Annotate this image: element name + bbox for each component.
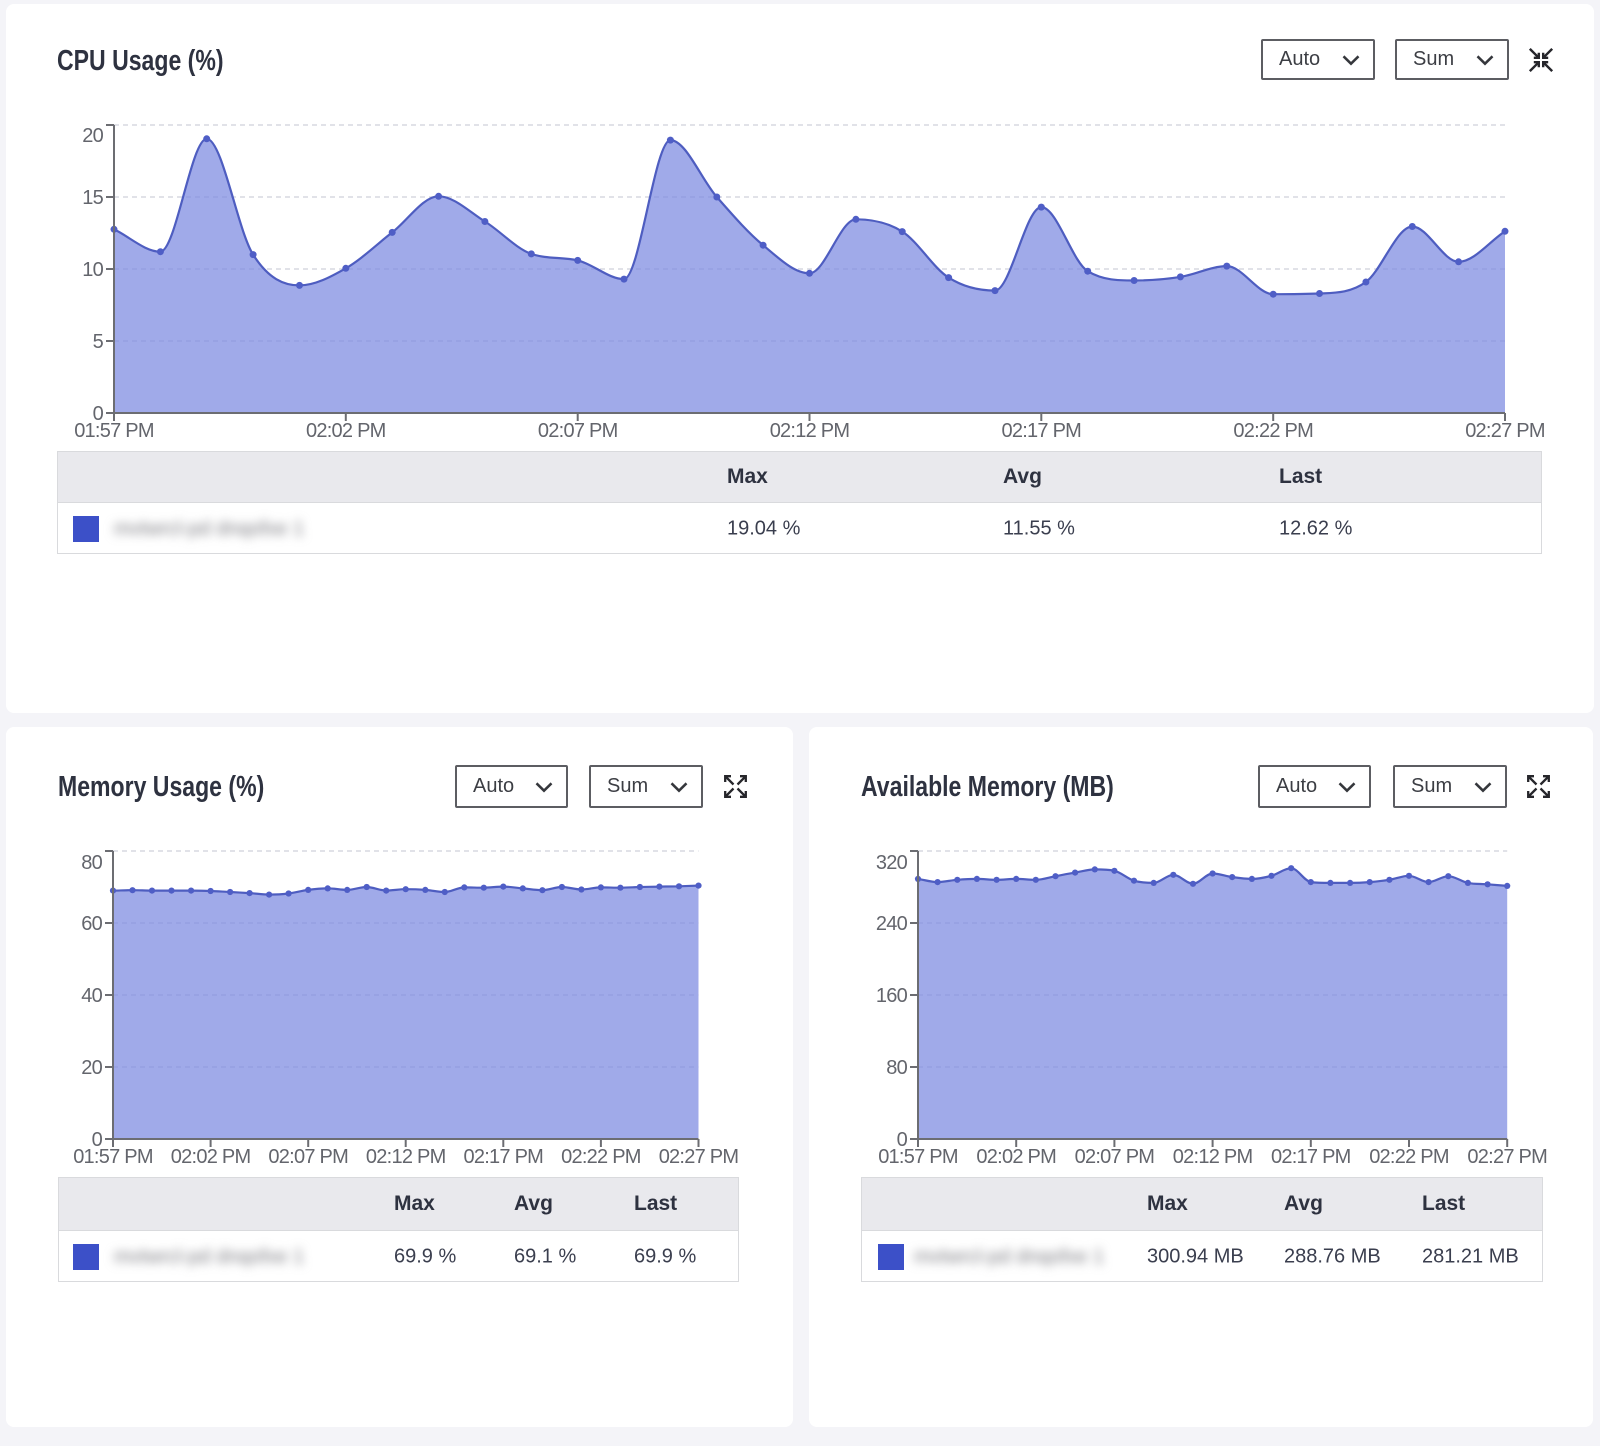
svg-text:80: 80 <box>886 1057 907 1079</box>
svg-text:02:17 PM: 02:17 PM <box>1271 1146 1351 1168</box>
svg-text:02:17 PM: 02:17 PM <box>463 1146 543 1168</box>
svg-text:40: 40 <box>81 985 102 1007</box>
svg-text:02:17 PM: 02:17 PM <box>1001 420 1081 442</box>
svg-text:02:02 PM: 02:02 PM <box>171 1146 251 1168</box>
svg-text:02:27 PM: 02:27 PM <box>659 1146 739 1168</box>
svg-text:02:12 PM: 02:12 PM <box>366 1146 446 1168</box>
svg-text:80: 80 <box>81 852 102 874</box>
svg-text:02:27 PM: 02:27 PM <box>1465 420 1545 442</box>
svg-text:02:12 PM: 02:12 PM <box>1173 1146 1253 1168</box>
svg-text:01:57 PM: 01:57 PM <box>74 420 154 442</box>
svg-text:60: 60 <box>81 913 102 935</box>
svg-text:20: 20 <box>82 125 103 147</box>
svg-text:01:57 PM: 01:57 PM <box>73 1146 153 1168</box>
svg-text:10: 10 <box>82 259 103 281</box>
svg-text:02:22 PM: 02:22 PM <box>1233 420 1313 442</box>
svg-text:15: 15 <box>82 187 103 209</box>
svg-text:02:02 PM: 02:02 PM <box>306 420 386 442</box>
svg-text:5: 5 <box>93 331 104 353</box>
svg-text:02:07 PM: 02:07 PM <box>538 420 618 442</box>
svg-text:02:22 PM: 02:22 PM <box>1369 1146 1449 1168</box>
svg-text:02:07 PM: 02:07 PM <box>1075 1146 1155 1168</box>
svg-text:02:22 PM: 02:22 PM <box>561 1146 641 1168</box>
svg-text:160: 160 <box>876 985 908 1007</box>
svg-text:0: 0 <box>92 1129 103 1151</box>
svg-text:02:12 PM: 02:12 PM <box>770 420 850 442</box>
svg-text:240: 240 <box>876 913 908 935</box>
svg-text:02:07 PM: 02:07 PM <box>268 1146 348 1168</box>
svg-text:20: 20 <box>81 1057 102 1079</box>
svg-text:02:02 PM: 02:02 PM <box>976 1146 1056 1168</box>
svg-text:0: 0 <box>93 403 104 425</box>
svg-text:02:27 PM: 02:27 PM <box>1467 1146 1547 1168</box>
svg-text:320: 320 <box>876 852 908 874</box>
svg-text:01:57 PM: 01:57 PM <box>878 1146 958 1168</box>
svg-text:0: 0 <box>897 1129 908 1151</box>
